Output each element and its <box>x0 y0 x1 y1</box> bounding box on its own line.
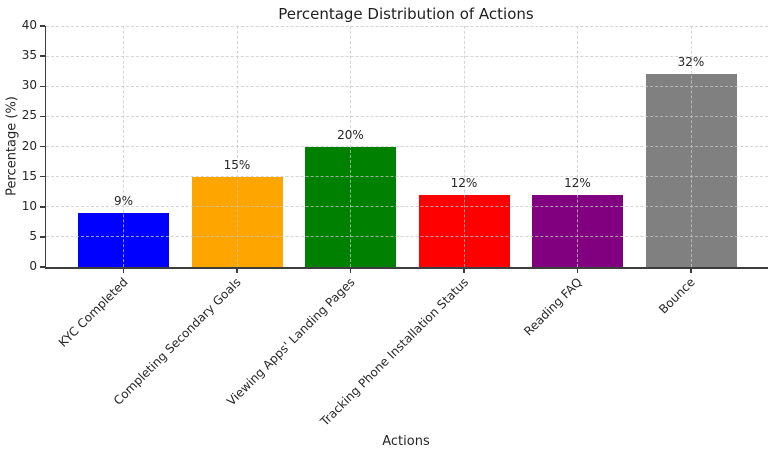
x-tick-mark <box>576 269 579 273</box>
bar-value-label: 32% <box>677 55 705 70</box>
x-tick-mark <box>690 269 692 273</box>
x-axis-label: Actions <box>382 434 430 449</box>
chart-title: Percentage Distribution of Actions <box>278 5 534 23</box>
y-tick-label: 30 <box>21 78 37 93</box>
y-tick-mark <box>40 55 45 57</box>
y-tick-label: 25 <box>21 108 37 123</box>
bar-value-label: 12% <box>450 175 478 190</box>
y-tick-mark <box>40 25 45 27</box>
h-gridline <box>46 55 768 57</box>
y-tick-mark <box>40 175 45 178</box>
x-tick-label-text: Bounce <box>656 275 698 317</box>
y-tick-label: 20 <box>21 138 37 153</box>
y-tick-mark <box>40 115 45 118</box>
x-tick-mark <box>122 269 125 273</box>
x-tick-label-text: Reading FAQ <box>520 275 585 339</box>
h-gridline <box>46 236 768 238</box>
v-gridline <box>350 26 351 267</box>
x-tick-mark <box>349 269 352 273</box>
y-tick-label: 40 <box>21 18 37 32</box>
v-gridline <box>123 26 124 267</box>
x-tick-mark <box>463 269 465 273</box>
y-tick-label: 35 <box>21 48 37 63</box>
v-gridline <box>577 26 578 267</box>
y-tick-mark <box>40 85 45 87</box>
v-gridline <box>236 26 238 267</box>
y-tick-label: 10 <box>21 198 37 213</box>
x-tick-label-text: Viewing Apps' Landing Pages <box>224 275 358 409</box>
y-axis-spine <box>44 26 46 269</box>
x-tick-label-text: KYC Completed <box>55 275 131 350</box>
y-tick-mark <box>40 266 45 268</box>
bar-value-label: 15% <box>223 157 251 172</box>
bar-value-label: 9% <box>113 193 134 208</box>
h-gridline <box>46 176 768 178</box>
v-gridline <box>463 26 465 267</box>
bar-value-label: 20% <box>337 127 364 142</box>
h-gridline <box>46 25 768 27</box>
y-tick-label: 0 <box>29 259 37 273</box>
y-tick-label: 5 <box>29 228 37 243</box>
x-tick-label-text: Completing Secondary Goals <box>111 275 244 408</box>
bar-value-label: 12% <box>564 175 591 190</box>
x-tick-mark <box>236 269 238 273</box>
v-gridline <box>690 26 692 267</box>
x-axis-spine <box>44 267 768 269</box>
h-gridline <box>46 146 768 147</box>
y-tick-mark <box>40 236 45 238</box>
h-gridline <box>46 85 768 87</box>
y-tick-label: 15 <box>21 168 37 183</box>
h-gridline <box>46 206 768 208</box>
y-tick-mark <box>40 206 45 208</box>
h-gridline <box>46 115 768 117</box>
y-tick-mark <box>40 145 45 148</box>
